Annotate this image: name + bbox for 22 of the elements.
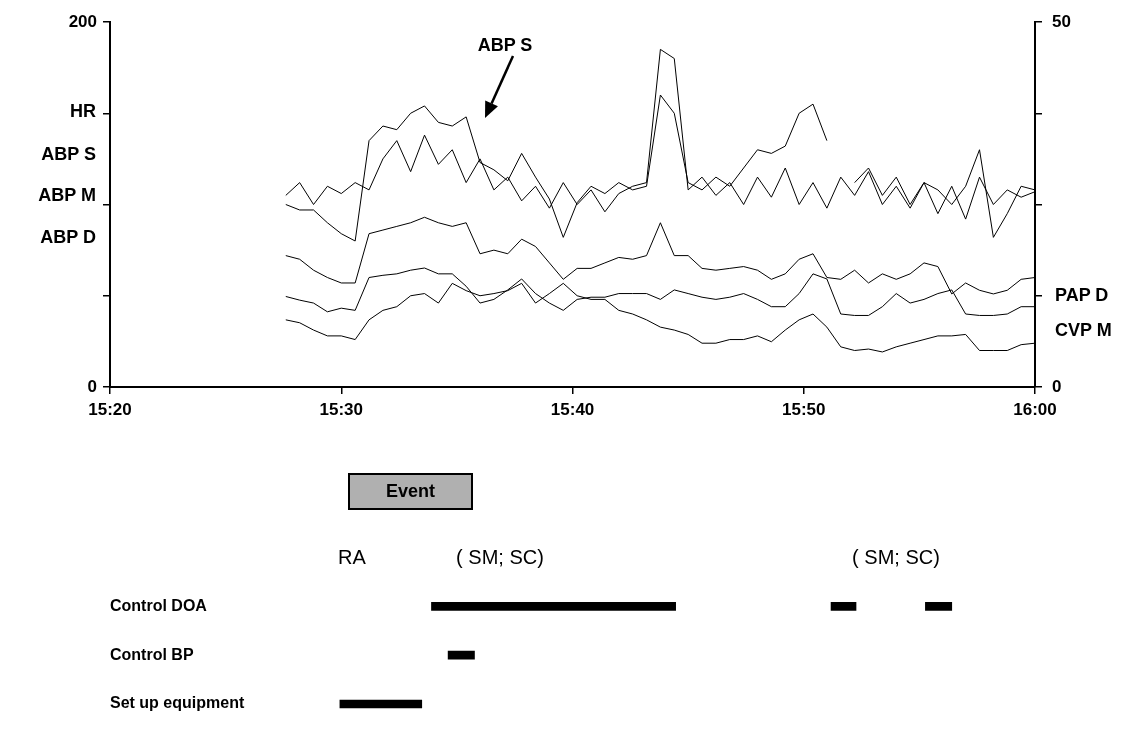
text: PAP D <box>1055 284 1109 305</box>
text: HR <box>70 100 96 121</box>
y2-tick-label: 50 <box>1052 11 1071 31</box>
text: ( SM; SC) <box>456 545 544 568</box>
x-tick-label: 15:30 <box>319 399 364 419</box>
text: ( SM; SC) <box>852 545 940 568</box>
y-tick-label: 200 <box>68 11 97 31</box>
text: RA <box>338 545 367 568</box>
text: CVP M <box>1055 319 1112 340</box>
text: ABP D <box>40 226 96 247</box>
annotation: ABP S <box>477 34 533 55</box>
text: ABP M <box>38 184 96 205</box>
y2-tick-label: 0 <box>1052 376 1062 396</box>
chart-title: Event <box>348 473 473 510</box>
x-tick-label: 16:00 <box>1013 399 1057 419</box>
x-tick-label: 15:40 <box>550 399 595 419</box>
text: ABP S <box>41 143 96 164</box>
x-tick-label: 15:50 <box>781 399 826 419</box>
y-tick-label: Set up equipment <box>110 694 245 712</box>
y-tick-label: Control DOA <box>110 596 208 614</box>
x-tick-label: 15:20 <box>88 399 132 419</box>
y-tick-label: Control BP <box>110 645 194 663</box>
